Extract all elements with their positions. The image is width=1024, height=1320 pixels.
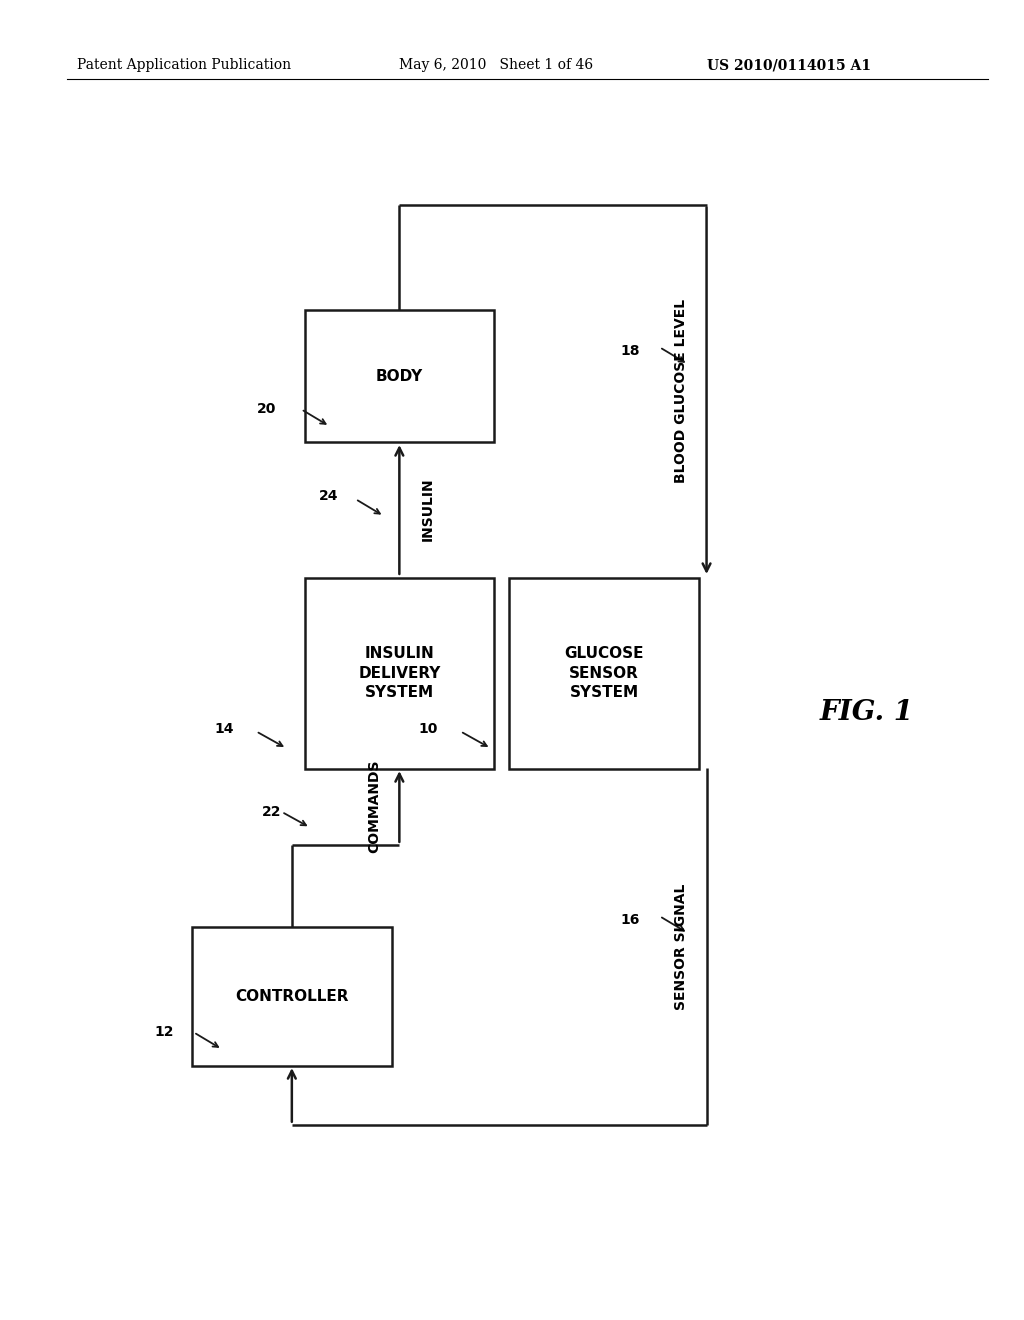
Bar — [191, 928, 391, 1067]
Text: 22: 22 — [262, 805, 282, 818]
Text: US 2010/0114015 A1: US 2010/0114015 A1 — [707, 58, 870, 73]
Text: 20: 20 — [257, 403, 276, 416]
Text: 18: 18 — [621, 345, 640, 358]
Text: May 6, 2010   Sheet 1 of 46: May 6, 2010 Sheet 1 of 46 — [399, 58, 594, 73]
Text: 14: 14 — [214, 722, 233, 735]
Bar — [305, 578, 494, 768]
Text: BLOOD GLUCOSE LEVEL: BLOOD GLUCOSE LEVEL — [674, 298, 688, 483]
Bar — [305, 310, 494, 442]
Bar — [509, 578, 698, 768]
Text: CONTROLLER: CONTROLLER — [236, 989, 348, 1005]
Text: Patent Application Publication: Patent Application Publication — [77, 58, 291, 73]
Text: COMMANDS: COMMANDS — [367, 760, 381, 853]
Text: 16: 16 — [621, 913, 640, 927]
Text: 12: 12 — [155, 1026, 174, 1039]
Text: 24: 24 — [318, 490, 338, 503]
Text: 10: 10 — [419, 722, 437, 735]
Text: GLUCOSE
SENSOR
SYSTEM: GLUCOSE SENSOR SYSTEM — [564, 647, 644, 700]
Text: SENSOR SIGNAL: SENSOR SIGNAL — [674, 883, 688, 1010]
Text: BODY: BODY — [376, 368, 423, 384]
Text: FIG. 1: FIG. 1 — [819, 700, 913, 726]
Text: INSULIN: INSULIN — [421, 478, 435, 541]
Text: INSULIN
DELIVERY
SYSTEM: INSULIN DELIVERY SYSTEM — [358, 647, 440, 700]
